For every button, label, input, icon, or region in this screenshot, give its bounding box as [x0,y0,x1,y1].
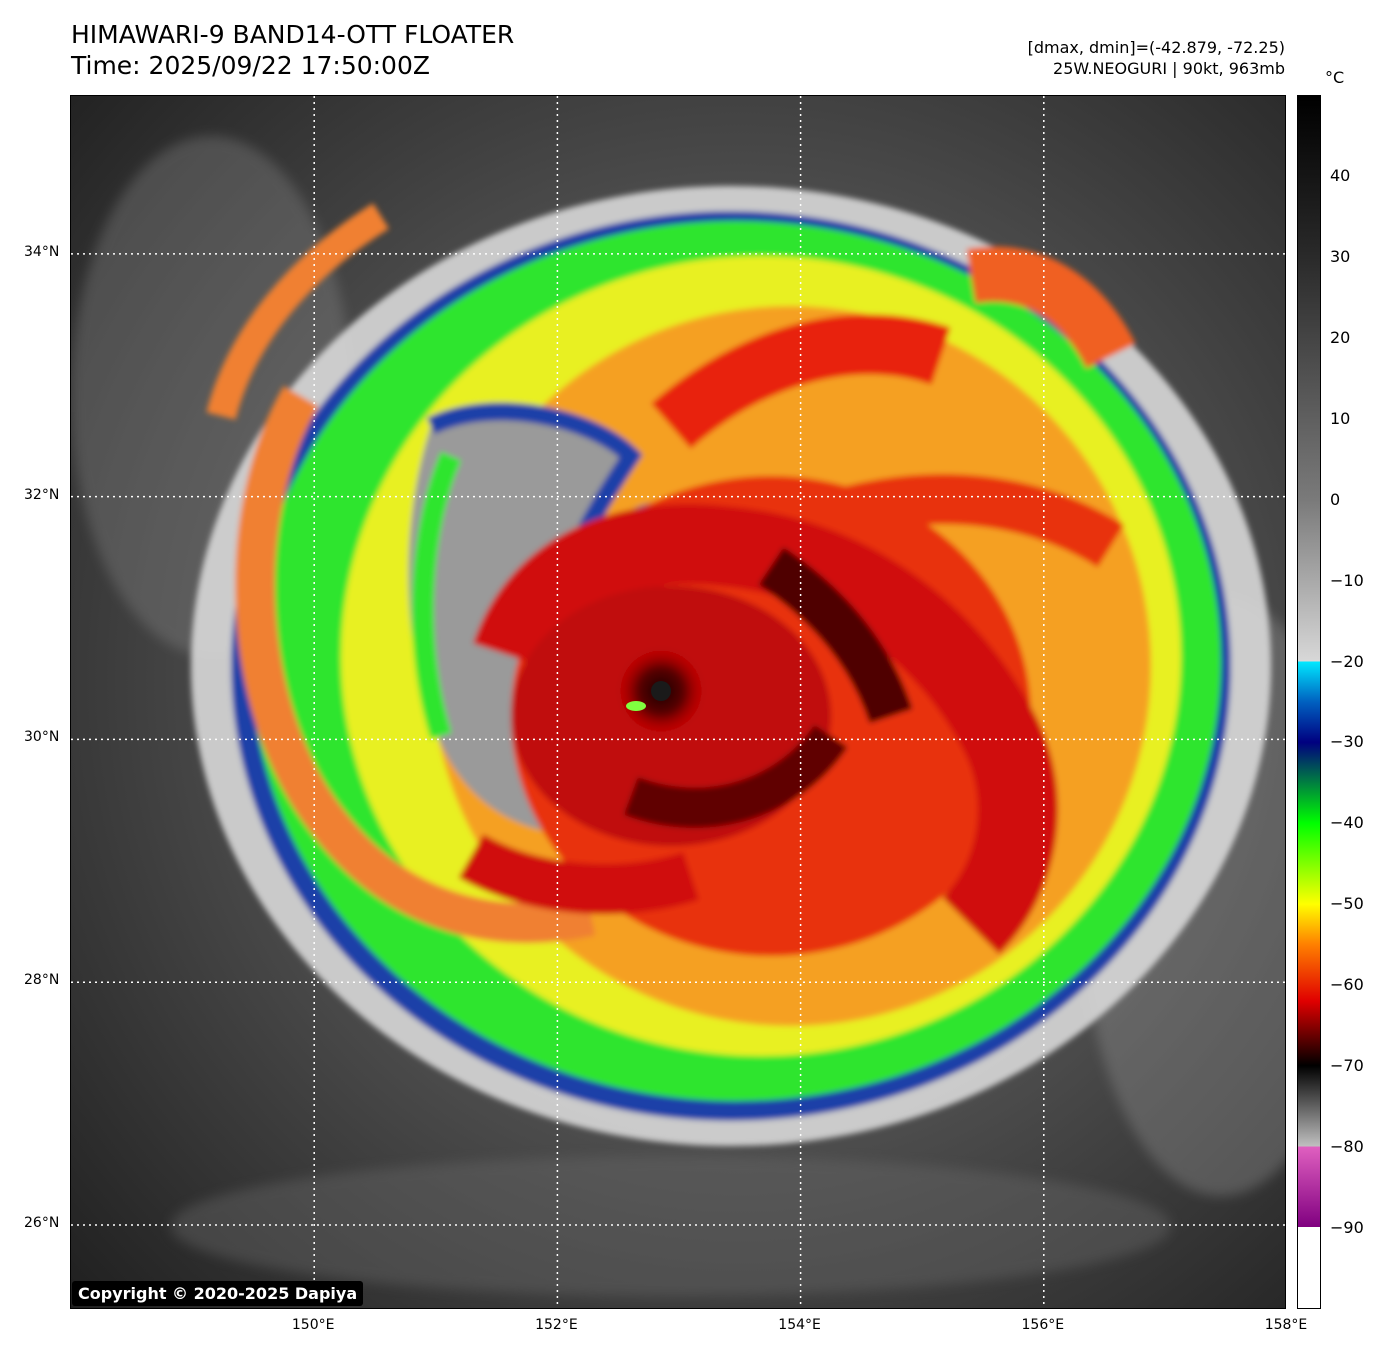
longitude-label: 154°E [778,1317,821,1333]
latitude-label: 26°N [24,1215,60,1232]
colorbar-tick-label: −50 [1330,894,1364,914]
typhoon-cloud-mass [191,186,1271,1146]
title-line-2: Time: 2025/09/22 17:50:00Z [71,51,430,80]
colorbar-tick-label: −60 [1330,975,1364,995]
dmax-dmin-info: [dmax, dmin]=(-42.879, -72.25) [1027,38,1285,57]
temperature-colorbar [1297,95,1321,1309]
colorbar-tick-label: −40 [1330,813,1364,833]
latitude-label: 28°N [24,972,60,989]
colorbar-tick-label: −20 [1330,651,1364,671]
typhoon-eye [651,681,671,701]
colorbar-tick-label: 40 [1330,165,1351,185]
colorbar-tick-label: 20 [1330,327,1351,347]
colorbar-tick-label: −30 [1330,732,1364,752]
colorbar-tick-label: −10 [1330,570,1364,590]
colorbar-tick-label: −80 [1330,1137,1364,1157]
satellite-map [70,95,1286,1309]
colorbar-tick-label: 10 [1330,408,1351,428]
longitude-label: 150°E [291,1317,335,1333]
colorbar-tick-label: 30 [1330,246,1351,266]
colorbar-tick-label: −90 [1330,1218,1364,1238]
copyright-label: Copyright © 2020-2025 Dapiya [72,1281,364,1306]
graticule [71,96,1285,1308]
colorbar-unit: °C [1325,68,1345,87]
title-line-1: HIMAWARI-9 BAND14-OTT FLOATER [71,20,515,49]
latitude-label: 34°N [24,243,60,260]
longitude-label: 156°E [1021,1317,1065,1333]
colorbar-tick-label: 0 [1330,489,1341,509]
latitude-label: 32°N [24,486,60,503]
longitude-label: 152°E [535,1317,578,1333]
longitude-label: 158°E [1264,1317,1308,1333]
latitude-label: 30°N [24,729,60,746]
colorbar-tick-label: −70 [1330,1056,1364,1076]
storm-info: 25W.NEOGURI | 90kt, 963mb [1053,59,1285,78]
